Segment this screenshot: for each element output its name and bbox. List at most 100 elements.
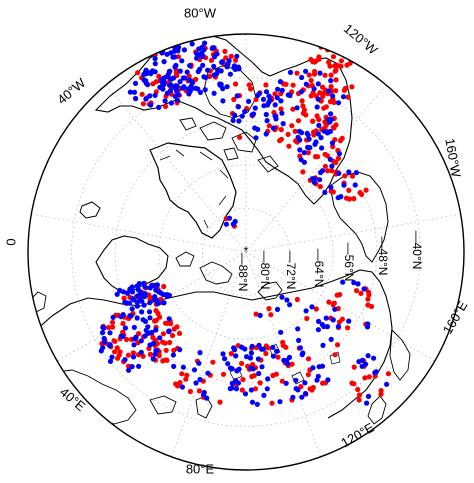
station-point-red [162, 357, 169, 363]
station-point-blue [234, 368, 240, 374]
station-point-red [266, 123, 272, 129]
station-point-blue [134, 315, 140, 321]
station-point-blue [203, 74, 209, 81]
station-point-red [152, 318, 158, 324]
station-point-red [366, 374, 372, 380]
station-point-blue [361, 286, 367, 292]
station-point-blue [167, 76, 173, 82]
station-point-blue [239, 113, 245, 119]
station-point-blue [234, 53, 240, 59]
station-point-blue [227, 71, 233, 77]
station-point-red [335, 62, 341, 69]
station-point-red [162, 103, 169, 109]
station-point-blue [147, 93, 153, 99]
station-point-blue [309, 176, 315, 182]
station-point-blue [316, 318, 322, 324]
station-point-blue [296, 128, 302, 134]
station-point-blue [204, 395, 210, 401]
station-point-red [173, 70, 179, 76]
station-point-blue [327, 156, 333, 162]
station-point-red [187, 388, 193, 395]
station-point-blue [314, 104, 320, 110]
station-point-blue [141, 302, 147, 308]
station-point-blue [134, 303, 140, 309]
station-point-red [115, 355, 121, 361]
station-point-blue [373, 369, 379, 375]
station-point-red [140, 353, 146, 359]
station-point-blue [99, 330, 106, 336]
station-point-blue [153, 287, 159, 293]
station-point-blue [301, 159, 307, 165]
station-point-blue [255, 356, 261, 362]
coastline-kamchatka [389, 328, 411, 381]
station-point-blue [351, 280, 357, 286]
longitude-label: 0 [3, 238, 18, 245]
coastline-arctic-islands [179, 117, 279, 173]
station-point-blue [152, 61, 158, 67]
station-point-blue [294, 105, 300, 111]
station-point-blue [197, 89, 203, 95]
station-point-blue [306, 136, 312, 142]
station-point-red [325, 153, 331, 159]
station-point-blue [274, 306, 281, 312]
station-point-red [346, 51, 352, 58]
station-point-blue [327, 128, 333, 135]
station-point-red [315, 154, 321, 160]
station-point-blue [270, 353, 276, 359]
station-point-red [346, 187, 352, 193]
station-point-blue [318, 169, 324, 176]
station-point-red [334, 342, 341, 348]
station-point-red [280, 339, 286, 345]
station-point-blue [263, 131, 269, 137]
station-point-red [331, 300, 337, 306]
station-point-blue [180, 364, 186, 370]
station-point-blue [352, 182, 358, 188]
latitude-label: —40°N [410, 231, 424, 270]
station-point-blue [142, 291, 148, 297]
station-point-red [153, 79, 159, 85]
station-point-blue [283, 380, 289, 386]
station-point-blue [161, 75, 167, 81]
station-point-red [345, 325, 351, 331]
station-point-blue [328, 111, 334, 117]
station-point-blue [229, 380, 235, 386]
station-point-blue [126, 367, 132, 373]
station-point-red [130, 350, 136, 356]
station-point-blue [266, 93, 272, 99]
station-point-blue [131, 324, 137, 330]
station-point-red [322, 163, 328, 169]
station-point-blue [224, 62, 230, 69]
station-point-blue [170, 352, 176, 358]
station-point-blue [319, 145, 325, 151]
station-point-blue [286, 354, 293, 360]
station-point-blue [147, 300, 153, 306]
station-point-blue [302, 380, 308, 386]
station-point-red [135, 70, 141, 76]
station-point-blue [200, 62, 206, 68]
station-point-blue [179, 384, 185, 390]
station-point-red [310, 384, 316, 391]
station-point-blue [295, 134, 301, 140]
station-point-blue [335, 100, 342, 106]
station-point-blue [117, 287, 123, 294]
station-point-red [333, 88, 339, 94]
station-point-blue [242, 108, 248, 115]
station-point-blue [255, 126, 261, 132]
station-point-blue [174, 88, 180, 94]
coastline-iceland [79, 201, 101, 219]
station-point-blue [285, 92, 291, 98]
station-point-red [339, 316, 345, 322]
station-point-blue [295, 387, 301, 393]
station-point-blue [316, 122, 322, 128]
latitude-label: —88°N [236, 253, 250, 292]
station-point-red [240, 376, 246, 383]
station-point-blue [138, 338, 144, 344]
graticule-meridian [57, 251, 247, 362]
station-point-blue [281, 357, 287, 363]
station-point-blue [303, 308, 309, 314]
station-point-blue [164, 292, 170, 298]
station-point-red [303, 112, 309, 118]
station-point-red [322, 41, 329, 48]
station-point-red [278, 136, 284, 142]
station-point-blue [184, 69, 190, 75]
